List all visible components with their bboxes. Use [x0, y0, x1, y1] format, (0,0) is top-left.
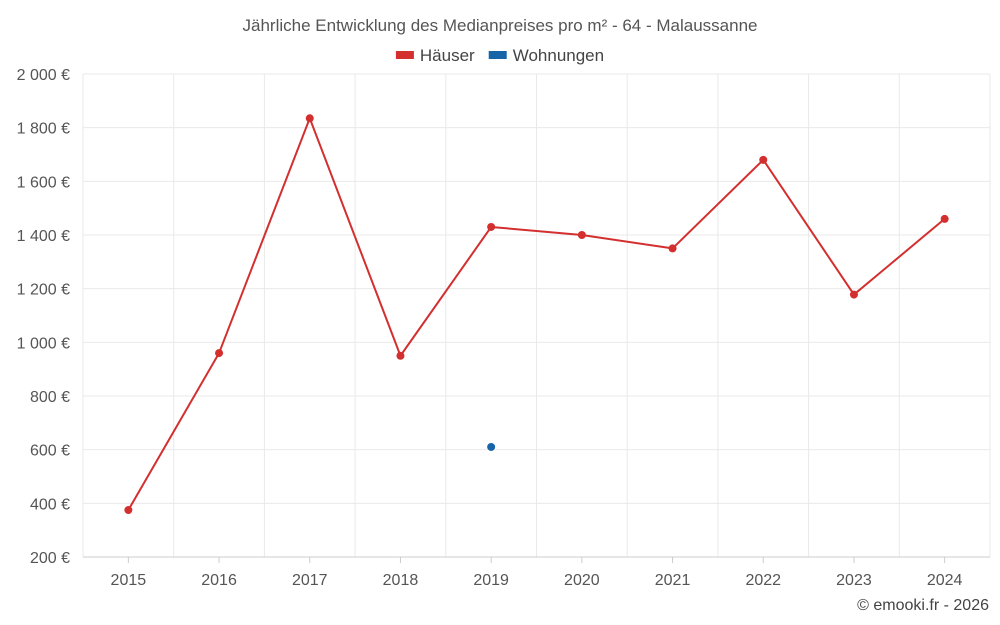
data-point[interactable]	[849, 290, 858, 299]
legend-label: Häuser	[420, 46, 475, 65]
data-point[interactable]	[487, 222, 496, 231]
y-tick-label: 800 €	[30, 389, 70, 406]
data-point[interactable]	[487, 442, 496, 451]
x-tick-label: 2018	[383, 572, 419, 589]
data-point[interactable]	[305, 114, 314, 123]
data-point[interactable]	[759, 155, 768, 164]
x-tick-label: 2015	[111, 572, 147, 589]
x-tick-label: 2016	[201, 572, 237, 589]
y-tick-label: 2 000 €	[17, 67, 70, 84]
x-tick-label: 2022	[745, 572, 781, 589]
chart-title: Jährliche Entwicklung des Medianpreises …	[243, 16, 758, 35]
series-line	[127, 117, 946, 511]
x-tick-label: 2024	[927, 572, 963, 589]
y-tick-label: 400 €	[30, 496, 70, 513]
y-tick-label: 1 800 €	[17, 121, 70, 138]
credit-text: © emooki.fr - 2026	[857, 597, 989, 614]
series-1	[487, 442, 496, 451]
y-tick-label: 1 400 €	[17, 228, 70, 245]
series-0	[124, 114, 949, 515]
x-tick-label: 2019	[473, 572, 509, 589]
x-tick-label: 2023	[836, 572, 872, 589]
legend: Häuser Wohnungen	[395, 46, 604, 65]
y-tick-label: 1 000 €	[17, 335, 70, 352]
legend-swatch	[488, 51, 507, 59]
y-tick-label: 200 €	[30, 550, 70, 567]
data-point[interactable]	[940, 214, 949, 223]
series	[124, 114, 949, 515]
legend-swatch	[395, 51, 414, 59]
data-point[interactable]	[668, 244, 677, 253]
data-point[interactable]	[215, 349, 224, 358]
gridlines	[82, 73, 991, 558]
data-point[interactable]	[396, 351, 405, 360]
x-tick-label: 2020	[564, 572, 600, 589]
axes: 200 € 400 € 600 € 800 € 1 000 € 1 200 € 1 400 …	[17, 67, 990, 589]
x-tick-label: 2017	[292, 572, 328, 589]
data-point[interactable]	[577, 231, 586, 239]
data-point[interactable]	[124, 506, 133, 515]
y-tick-label: 1 200 €	[17, 282, 70, 299]
legend-label: Wohnungen	[513, 46, 604, 65]
y-tick-label: 600 €	[30, 443, 70, 460]
y-tick-label: 1 600 €	[17, 174, 70, 191]
x-tick-label: 2021	[655, 572, 691, 589]
